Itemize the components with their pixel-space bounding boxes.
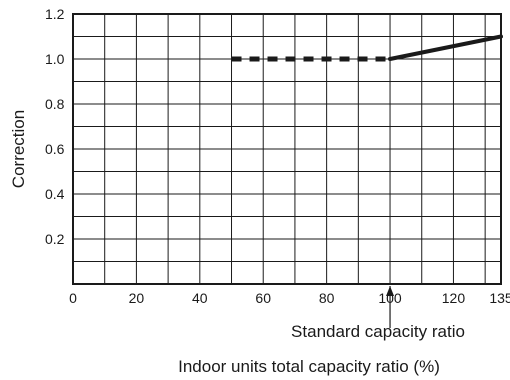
y-tick-label: 0.4 <box>45 186 65 202</box>
y-tick-label: 1.2 <box>45 6 65 22</box>
standard-capacity-ratio-annotation: Standard capacity ratio <box>291 322 465 341</box>
x-tick-label: 20 <box>129 290 145 306</box>
x-tick-label: 135 <box>489 290 510 306</box>
series-group <box>231 34 503 62</box>
solid-series-line <box>388 34 503 61</box>
annotation-arrow-head <box>386 286 395 296</box>
x-tick-label: 120 <box>442 290 466 306</box>
y-axis-label: Correction <box>9 110 28 188</box>
y-tick-label: 1.0 <box>45 51 65 67</box>
plot-frame <box>72 13 502 285</box>
x-tick-label: 60 <box>255 290 271 306</box>
y-tick-label: 0.8 <box>45 96 65 112</box>
x-tick-label: 80 <box>319 290 335 306</box>
annotations: Standard capacity ratio <box>291 286 465 341</box>
x-axis-label: Indoor units total capacity ratio (%) <box>178 357 440 376</box>
x-tick-label: 40 <box>192 290 208 306</box>
grid <box>73 14 501 284</box>
x-tick-label: 0 <box>69 290 77 306</box>
y-tick-label: 0.6 <box>45 141 65 157</box>
y-tick-label: 0.2 <box>45 231 65 247</box>
